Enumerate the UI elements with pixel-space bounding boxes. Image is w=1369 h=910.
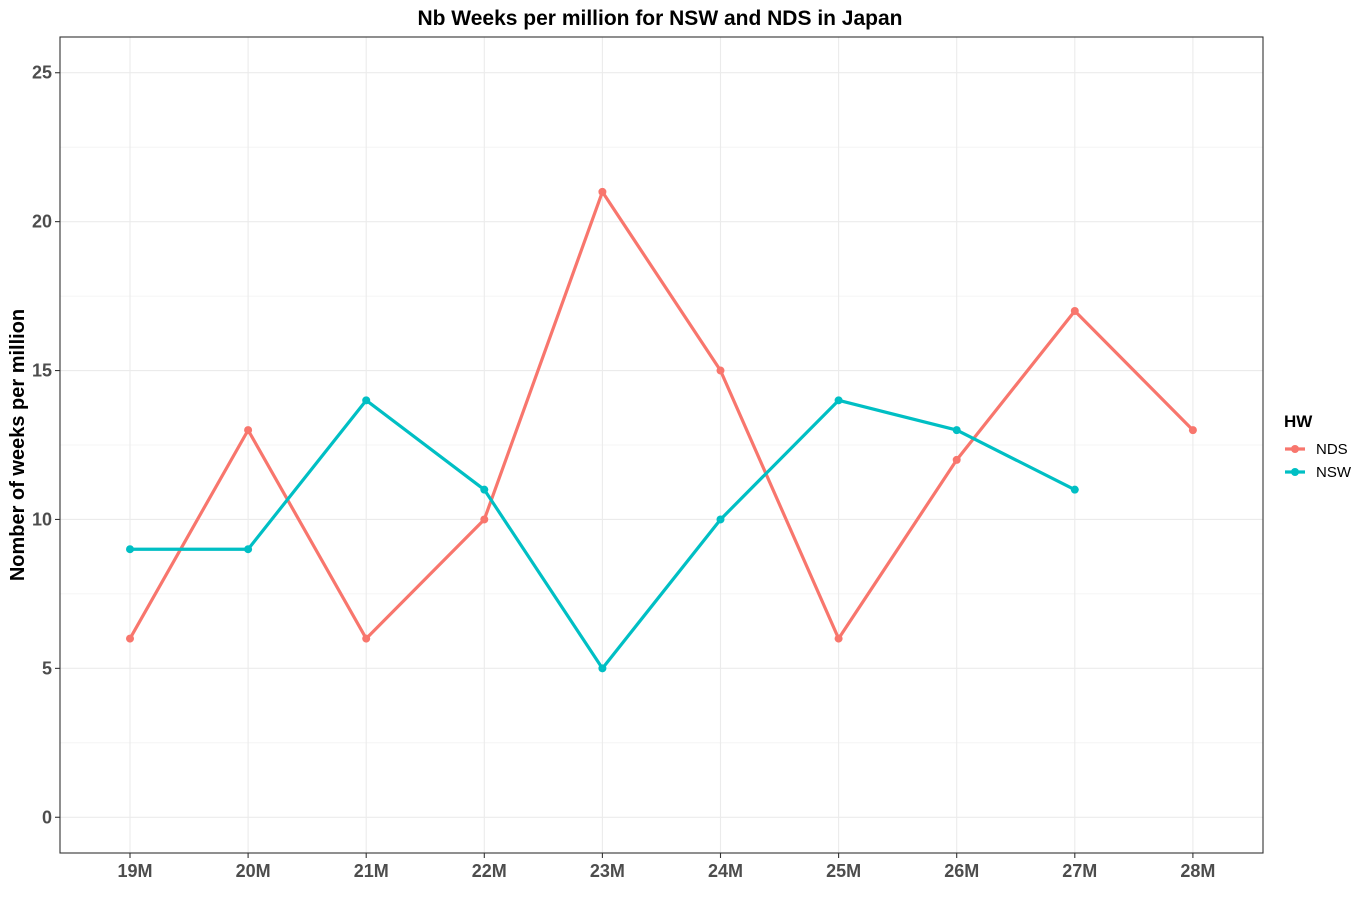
- y-tick-label: 25: [32, 63, 52, 83]
- data-point-nsw: [244, 545, 253, 554]
- legend-label-nsw: NSW: [1316, 464, 1352, 481]
- y-tick-label: 0: [42, 807, 52, 827]
- data-point-nsw: [362, 396, 371, 405]
- series-line-nds: [128, 190, 1195, 641]
- data-point-nds: [1070, 306, 1079, 315]
- legend-label-nds: NDS: [1316, 441, 1348, 458]
- data-point-nsw: [598, 664, 607, 673]
- y-tick-label: 15: [32, 361, 52, 381]
- legend-key-point-nsw: [1291, 468, 1299, 476]
- data-point-nds: [598, 187, 607, 196]
- series-lines: [126, 187, 1197, 673]
- data-point-nds: [834, 634, 843, 643]
- x-tick-label: 22M: [472, 861, 507, 881]
- legend-title: HW: [1284, 412, 1313, 431]
- x-tick-label: 23M: [590, 861, 625, 881]
- legend: HW NDS NSW: [1284, 412, 1352, 481]
- x-tick-label: 28M: [1180, 861, 1215, 881]
- data-point-nds: [480, 515, 489, 524]
- data-point-nsw: [716, 515, 725, 524]
- x-tick-label: 20M: [236, 861, 271, 881]
- plot-panel-border: [59, 36, 1264, 854]
- x-tick-label: 25M: [826, 861, 861, 881]
- x-tick-label: 21M: [354, 861, 389, 881]
- data-point-nsw: [834, 396, 843, 405]
- data-point-nds: [244, 426, 253, 435]
- grid-lines: [60, 37, 1263, 853]
- x-tick-label: 26M: [944, 861, 979, 881]
- data-point-nds: [1188, 426, 1197, 435]
- data-point-nds: [952, 455, 961, 464]
- chart-title: Nb Weeks per million for NSW and NDS in …: [417, 7, 902, 30]
- data-point-nds: [362, 634, 371, 643]
- y-tick-label: 5: [42, 658, 52, 678]
- data-point-nsw: [1070, 485, 1079, 494]
- data-point-nds: [126, 634, 134, 643]
- legend-key-point-nds: [1291, 445, 1299, 453]
- x-tick-label: 24M: [708, 861, 743, 881]
- data-point-nds: [716, 366, 725, 375]
- x-tick-label: 27M: [1062, 861, 1097, 881]
- axis-ticks: 0 5 10 15 20 25 19M 20M 21M 22M 23M 24M 25M 26M 27M 28M: [32, 63, 1215, 881]
- data-point-nsw: [952, 426, 961, 435]
- data-point-nsw: [480, 485, 489, 494]
- y-tick-label: 10: [32, 509, 52, 529]
- data-point-nsw: [126, 545, 134, 554]
- x-tick-label: 19M: [117, 861, 152, 881]
- y-axis-title: Nomber of weeks per million: [7, 309, 29, 581]
- y-tick-label: 20: [32, 212, 52, 232]
